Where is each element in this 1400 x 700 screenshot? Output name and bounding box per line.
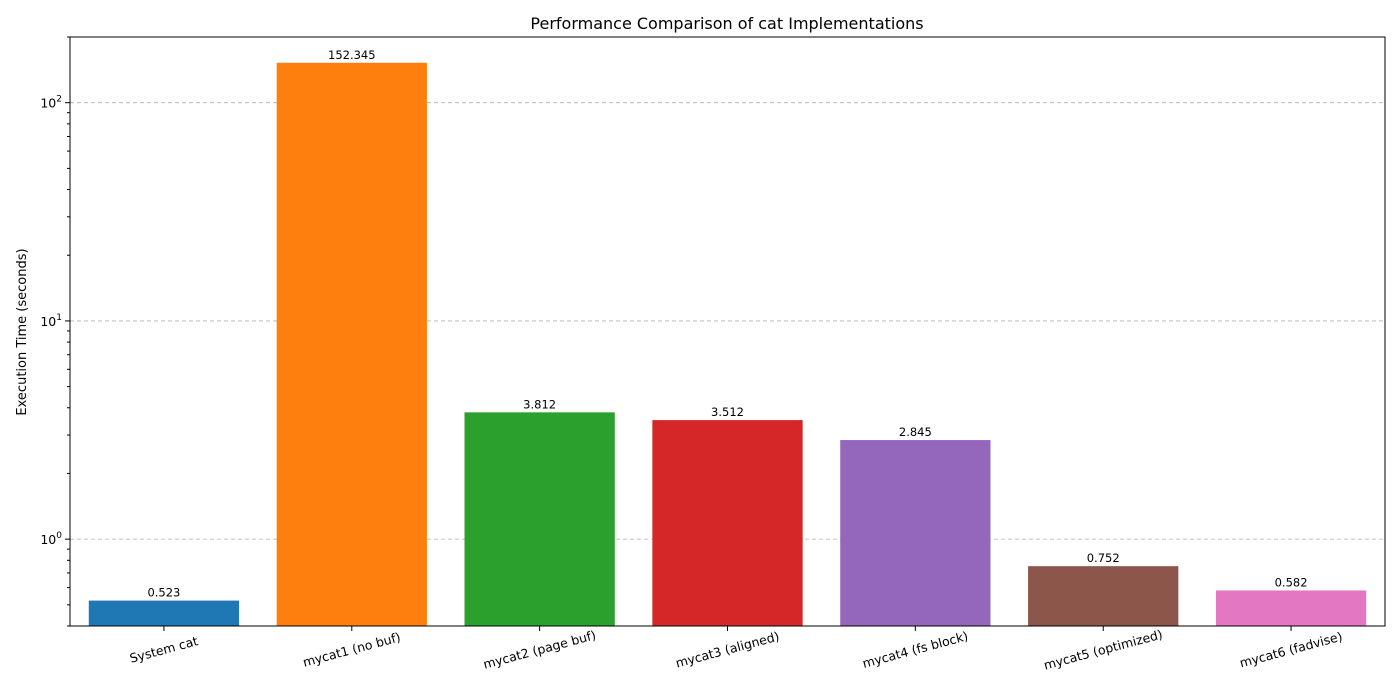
y-tick-label: 101 — [40, 313, 62, 329]
plot-frame — [69, 36, 1386, 627]
bar — [1028, 566, 1179, 626]
x-tick-label: mycat4 (fs block) — [861, 628, 970, 671]
bar-value-label: 0.523 — [147, 586, 180, 600]
bar — [88, 600, 240, 626]
y-tick-label: 102 — [40, 95, 62, 111]
x-tick-label: mycat1 (no buf) — [301, 629, 402, 670]
x-tick-label: System cat — [128, 633, 200, 666]
bar-value-label: 0.582 — [1275, 575, 1308, 589]
bars — [88, 62, 1367, 626]
bar-value-label: 3.512 — [711, 405, 744, 419]
x-tick-label: mycat3 (aligned) — [674, 628, 781, 670]
data-labels: 0.523 152.345 3.812 3.512 2.845 0.752 0.582 — [147, 48, 1307, 600]
x-axis-ticks: System cat mycat1 (no buf) mycat2 (page bu… — [128, 626, 1344, 673]
x-tick-label: mycat2 (page buf) — [481, 627, 597, 672]
bar — [276, 62, 427, 626]
bar-value-label: 2.845 — [899, 425, 932, 439]
bar — [464, 412, 615, 626]
bar-value-label: 3.812 — [523, 397, 556, 411]
bar — [840, 440, 991, 626]
chart-title: Performance Comparison of cat Implementa… — [530, 14, 923, 33]
y-tick-label: 100 — [40, 531, 62, 547]
x-tick-label: mycat6 (fadvise) — [1238, 629, 1344, 671]
bar-value-label: 0.752 — [1087, 551, 1120, 565]
bar — [652, 420, 803, 626]
x-tick-label: mycat5 (optimized) — [1042, 626, 1164, 672]
bar-value-label: 152.345 — [328, 48, 376, 62]
y-axis-ticks: 100 101 102 — [40, 36, 70, 627]
bar — [1215, 590, 1367, 626]
y-axis-label: Execution Time (seconds) — [15, 248, 30, 415]
